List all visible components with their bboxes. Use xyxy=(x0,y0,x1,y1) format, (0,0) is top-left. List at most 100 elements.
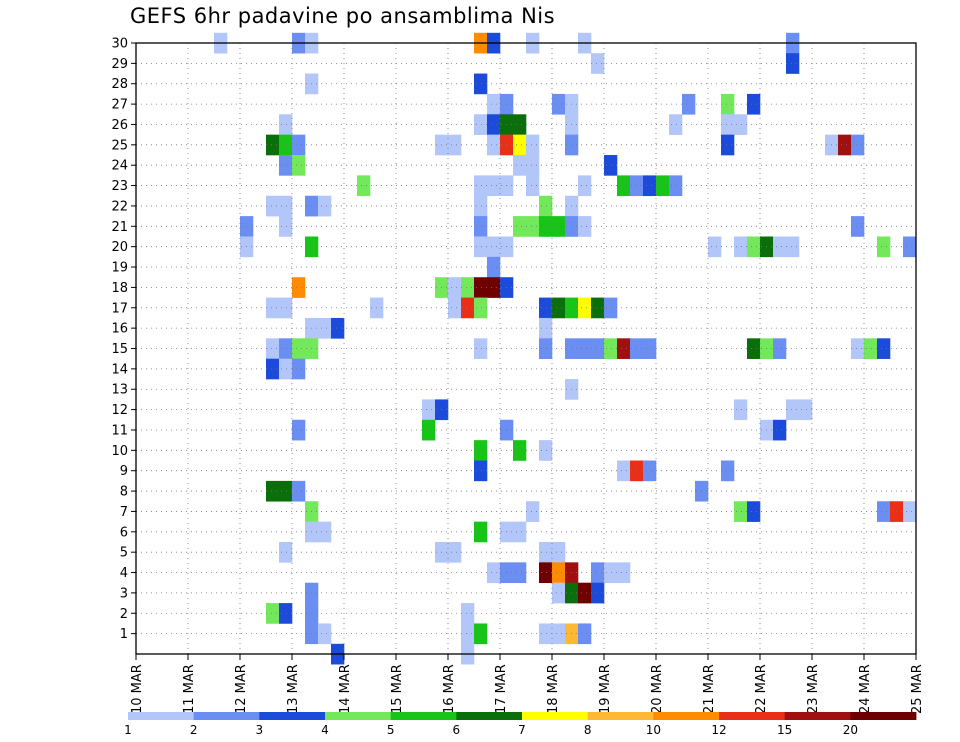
ensemble-cell xyxy=(539,541,553,563)
x-tick-label: 25 MAR xyxy=(910,664,925,714)
ensemble-cell xyxy=(604,155,618,176)
ensemble-cell xyxy=(448,541,462,563)
ensemble-cell xyxy=(487,562,501,584)
y-tick-label: 20 xyxy=(111,240,128,255)
ensemble-cell xyxy=(721,114,735,135)
ensemble-cell xyxy=(292,155,306,176)
ensemble-cell xyxy=(591,53,605,74)
ensemble-cell xyxy=(422,399,436,421)
ensemble-cell xyxy=(279,297,293,319)
ensemble-cell xyxy=(851,134,865,156)
ensemble-cell xyxy=(513,134,527,156)
x-tick-label: 20 MAR xyxy=(650,664,665,714)
ensemble-cell xyxy=(539,195,553,217)
y-tick-label: 15 xyxy=(111,342,128,357)
y-tick-label: 5 xyxy=(120,546,128,561)
ensemble-cell xyxy=(591,582,605,604)
ensemble-cell xyxy=(578,623,592,645)
y-tick-label: 28 xyxy=(111,77,128,92)
ensemble-cell xyxy=(292,338,306,359)
ensemble-cell xyxy=(513,155,527,176)
x-tick-label: 23 MAR xyxy=(806,664,821,714)
ensemble-cell xyxy=(721,134,735,156)
ensemble-cell xyxy=(578,175,592,197)
x-tick-label: 14 MAR xyxy=(338,664,353,714)
colorbar-swatch xyxy=(193,712,260,720)
colorbar-label: 8 xyxy=(584,723,592,737)
ensemble-cell xyxy=(318,317,332,339)
colorbar-swatch xyxy=(784,712,851,720)
ensemble-cell xyxy=(721,460,735,482)
colorbar-label: 2 xyxy=(190,723,198,737)
ensemble-cell xyxy=(539,562,553,584)
y-tick-label: 16 xyxy=(111,322,128,337)
ensemble-cell xyxy=(539,317,553,339)
x-tick-label: 15 MAR xyxy=(390,664,405,714)
ensemble-cell xyxy=(266,358,280,380)
ensemble-cell xyxy=(526,175,540,197)
ensemble-cell xyxy=(292,277,306,298)
ensemble-cell xyxy=(773,419,787,441)
y-tick-label: 10 xyxy=(111,444,128,459)
ensemble-cell xyxy=(747,501,761,522)
colorbar-swatch xyxy=(850,712,917,720)
ensemble-cell xyxy=(669,175,683,197)
ensemble-cell xyxy=(552,541,566,563)
ensemble-cell xyxy=(864,338,878,359)
ensemble-cell xyxy=(461,603,475,624)
y-tick-label: 26 xyxy=(111,118,128,133)
colorbar-label: 15 xyxy=(777,723,792,737)
ensemble-cell xyxy=(539,297,553,319)
colorbar-label: 6 xyxy=(453,723,461,737)
x-tick-label: 18 MAR xyxy=(546,664,561,714)
ensemble-cell xyxy=(539,440,553,461)
ensemble-cell xyxy=(526,501,540,522)
ensemble-cell xyxy=(474,440,488,461)
y-tick-label: 22 xyxy=(111,199,128,214)
ensemble-cell xyxy=(643,175,657,197)
ensemble-cell xyxy=(448,297,462,319)
ensemble-cell xyxy=(591,338,605,359)
ensemble-cell xyxy=(422,419,436,441)
colorbar-swatch xyxy=(719,712,786,720)
ensemble-cell xyxy=(474,521,488,543)
y-axis: 1234567891011121314151617181920212223242… xyxy=(111,37,136,642)
ensemble-cell xyxy=(448,134,462,156)
x-tick-label: 16 MAR xyxy=(442,664,457,714)
ensemble-cell xyxy=(747,236,761,258)
ensemble-cell xyxy=(279,195,293,217)
ensemble-cell xyxy=(266,480,280,502)
ensemble-cell xyxy=(279,603,293,624)
ensemble-cell xyxy=(357,175,371,197)
ensemble-cell xyxy=(734,236,748,258)
ensemble-cell xyxy=(292,134,306,156)
ensemble-cell xyxy=(851,338,865,359)
y-tick-label: 7 xyxy=(120,505,128,520)
ensemble-cell xyxy=(487,236,501,258)
ensemble-cell xyxy=(474,175,488,197)
ensemble-cell xyxy=(279,358,293,380)
y-tick-label: 13 xyxy=(111,383,128,398)
ensemble-cell xyxy=(617,460,631,482)
ensemble-cell xyxy=(266,603,280,624)
ensemble-cell xyxy=(266,297,280,319)
ensemble-cell xyxy=(461,623,475,645)
ensemble-cell xyxy=(487,134,501,156)
colorbar-swatch xyxy=(456,712,523,720)
colorbar-label: 1 xyxy=(124,723,132,737)
ensemble-cell xyxy=(292,358,306,380)
colorbar-label: 12 xyxy=(711,723,726,737)
ensemble-cell xyxy=(591,297,605,319)
ensemble-cell xyxy=(513,114,527,135)
y-tick-label: 2 xyxy=(120,607,128,622)
ensemble-cell xyxy=(734,399,748,421)
y-tick-label: 14 xyxy=(111,362,128,377)
colorbar-swatch xyxy=(653,712,720,720)
ensemble-cell xyxy=(331,317,345,339)
ensemble-cell xyxy=(773,338,787,359)
y-tick-label: 6 xyxy=(120,525,128,540)
ensemble-cell xyxy=(474,73,488,95)
ensemble-cell xyxy=(474,114,488,135)
y-tick-label: 12 xyxy=(111,403,128,418)
ensemble-cell xyxy=(903,236,917,258)
